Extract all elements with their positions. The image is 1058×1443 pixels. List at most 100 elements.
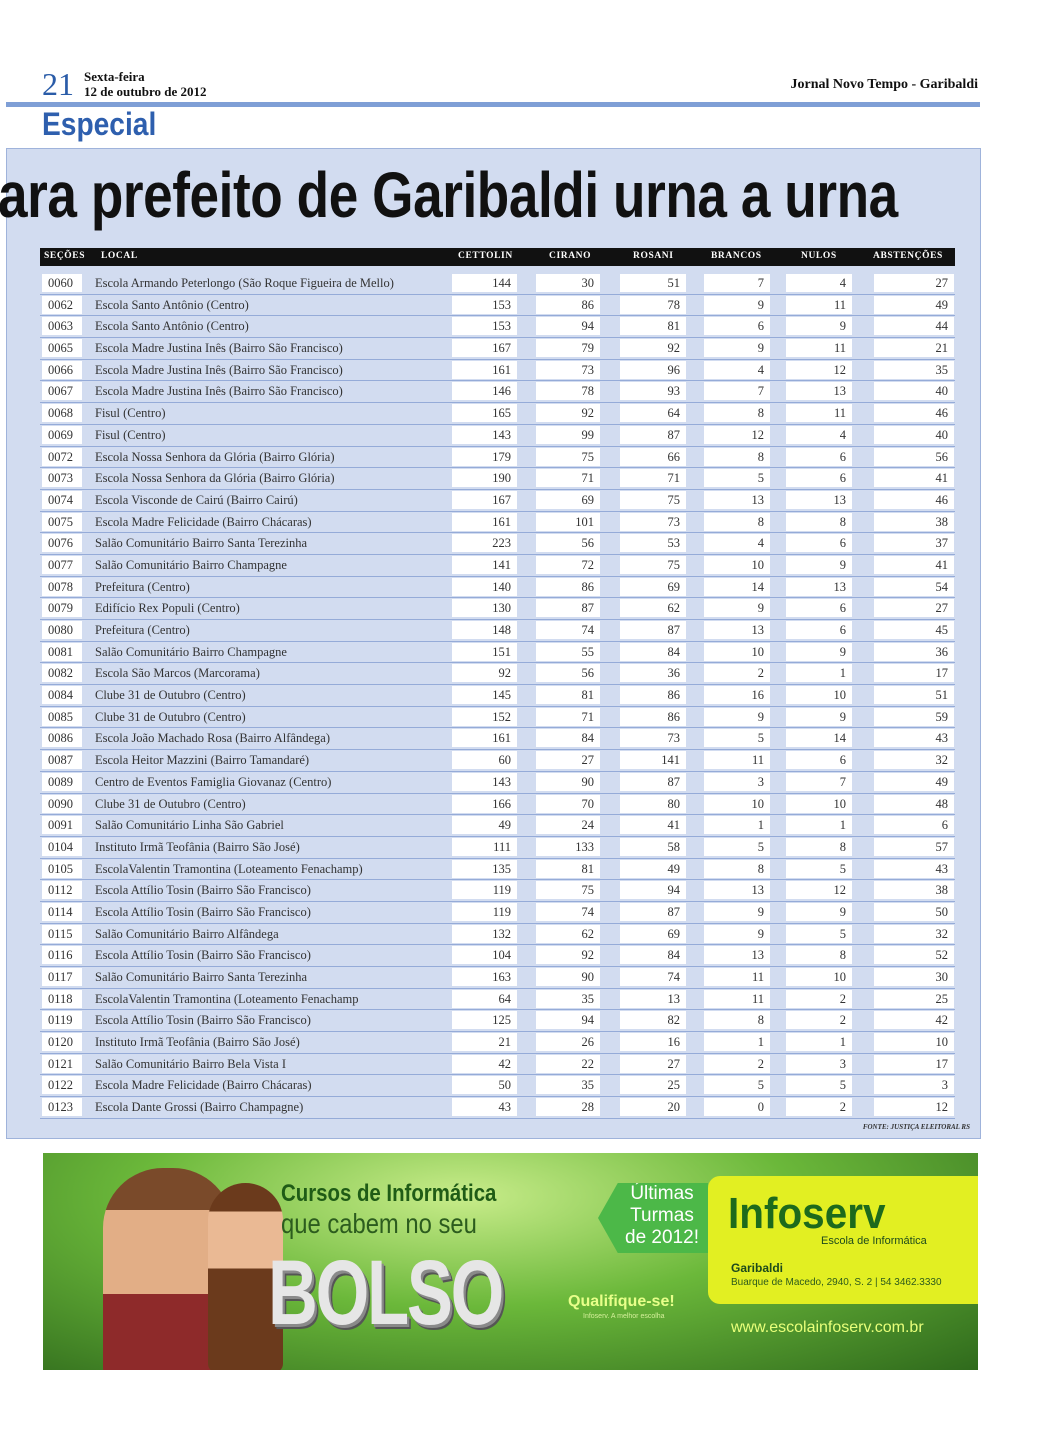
col-brancos: BRANCOS bbox=[711, 251, 762, 261]
cell-nulos: 2 bbox=[786, 1011, 852, 1030]
cell-rosani: 87 bbox=[620, 772, 686, 791]
cell-local: Escola Santo Antônio (Centro) bbox=[95, 319, 249, 334]
cell-abstencoes: 46 bbox=[874, 404, 954, 423]
cell-abstencoes: 38 bbox=[874, 881, 954, 900]
cell-abstencoes: 3 bbox=[874, 1076, 954, 1095]
cell-rosani: 86 bbox=[620, 707, 686, 726]
cell-local: Escola Dante Grossi (Bairro Champagne) bbox=[95, 1100, 304, 1115]
cell-secao: 0087 bbox=[42, 751, 82, 770]
cell-cirano: 28 bbox=[536, 1098, 600, 1117]
cell-local: Salão Comunitário Bairro Bela Vista I bbox=[95, 1056, 286, 1071]
cell-cirano: 72 bbox=[536, 555, 600, 574]
cell-rosani: 75 bbox=[620, 555, 686, 574]
cell-rosani: 94 bbox=[620, 881, 686, 900]
cell-local: Clube 31 de Outubro (Centro) bbox=[95, 709, 246, 724]
cell-rosani: 81 bbox=[620, 317, 686, 336]
cell-nulos: 11 bbox=[786, 295, 852, 314]
cell-cirano: 71 bbox=[536, 469, 600, 488]
table-row: 0104 Instituto Irmã Teofânia (Bairro São … bbox=[40, 837, 955, 859]
cell-secao: 0120 bbox=[42, 1033, 82, 1052]
cell-cettolin: 143 bbox=[452, 772, 517, 791]
cell-cettolin: 49 bbox=[452, 816, 517, 835]
cell-nulos: 10 bbox=[786, 968, 852, 986]
cell-brancos: 13 bbox=[704, 881, 770, 900]
cell-brancos: 9 bbox=[704, 599, 770, 618]
table-row: 0116 Escola Attílio Tosin (Bairro São Fra… bbox=[40, 945, 955, 967]
table-row: 0060 Escola Armando Peterlongo (São Roque… bbox=[40, 273, 955, 295]
cell-abstencoes: 59 bbox=[874, 707, 954, 726]
cell-abstencoes: 12 bbox=[874, 1098, 954, 1117]
cell-nulos: 9 bbox=[786, 642, 852, 661]
cell-brancos: 2 bbox=[704, 664, 770, 683]
cell-nulos: 6 bbox=[786, 447, 852, 466]
cell-cirano: 22 bbox=[536, 1054, 600, 1073]
cell-abstencoes: 30 bbox=[874, 968, 954, 986]
cell-brancos: 9 bbox=[704, 924, 770, 943]
cell-cirano: 56 bbox=[536, 534, 600, 553]
cell-local: Escola São Marcos (Marcorama) bbox=[95, 666, 260, 681]
cell-secao: 0062 bbox=[42, 295, 82, 314]
cell-cettolin: 119 bbox=[452, 902, 517, 921]
cell-local: Salão Comunitário Bairro Champagne bbox=[95, 557, 287, 572]
cell-cirano: 81 bbox=[536, 859, 600, 878]
cell-abstencoes: 51 bbox=[874, 686, 954, 705]
ad-line2: que cabem no seu bbox=[281, 1208, 477, 1239]
weekday: Sexta-feira bbox=[84, 69, 145, 84]
table-row: 0081 Salão Comunitário Bairro Champagne 15… bbox=[40, 642, 955, 664]
cell-local: Escola Heitor Mazzini (Bairro Tamandaré) bbox=[95, 753, 310, 768]
cell-local: Fisul (Centro) bbox=[95, 406, 166, 421]
cell-secao: 0121 bbox=[42, 1054, 82, 1073]
cell-cettolin: 144 bbox=[452, 274, 517, 292]
cell-cirano: 90 bbox=[536, 968, 600, 986]
cell-brancos: 5 bbox=[704, 837, 770, 856]
cell-cettolin: 111 bbox=[452, 837, 517, 856]
cell-rosani: 53 bbox=[620, 534, 686, 553]
cell-secao: 0075 bbox=[42, 512, 82, 531]
cell-rosani: 64 bbox=[620, 404, 686, 423]
cell-rosani: 87 bbox=[620, 902, 686, 921]
cell-brancos: 2 bbox=[704, 1054, 770, 1073]
ad-url[interactable]: www.escolainfoserv.com.br bbox=[731, 1319, 924, 1336]
cell-cettolin: 146 bbox=[452, 382, 517, 401]
cell-abstencoes: 57 bbox=[874, 837, 954, 856]
cell-cettolin: 21 bbox=[452, 1033, 517, 1052]
turmas-line: Turmas bbox=[630, 1205, 694, 1226]
cell-abstencoes: 17 bbox=[874, 664, 954, 683]
cell-nulos: 4 bbox=[786, 425, 852, 444]
cell-cettolin: 135 bbox=[452, 859, 517, 878]
table-row: 0112 Escola Attílio Tosin (Bairro São Fra… bbox=[40, 880, 955, 902]
cell-brancos: 13 bbox=[704, 490, 770, 509]
ad-big-word: BOLSO bbox=[268, 1242, 504, 1344]
cell-rosani: 84 bbox=[620, 946, 686, 965]
cell-cirano: 70 bbox=[536, 794, 600, 813]
cell-local: Escola Attílio Tosin (Bairro São Francis… bbox=[95, 948, 311, 963]
cell-abstencoes: 17 bbox=[874, 1054, 954, 1073]
cell-brancos: 9 bbox=[704, 339, 770, 358]
table-row: 0114 Escola Attílio Tosin (Bairro São Fra… bbox=[40, 902, 955, 924]
cell-cettolin: 151 bbox=[452, 642, 517, 661]
cell-local: Instituto Irmã Teofânia (Bairro São José… bbox=[95, 839, 300, 854]
woman-photo bbox=[208, 1183, 283, 1370]
cell-brancos: 9 bbox=[704, 707, 770, 726]
table-row: 0085 Clube 31 de Outubro (Centro) 152 71 86 9… bbox=[40, 707, 955, 729]
turmas-line: Últimas bbox=[630, 1183, 694, 1204]
cell-abstencoes: 54 bbox=[874, 577, 954, 596]
cell-rosani: 73 bbox=[620, 729, 686, 748]
cell-cirano: 73 bbox=[536, 360, 600, 379]
cell-nulos: 8 bbox=[786, 946, 852, 965]
advertisement-banner[interactable]: Cursos de Informática que cabem no seu B… bbox=[43, 1153, 978, 1370]
cell-nulos: 3 bbox=[786, 1054, 852, 1073]
cell-nulos: 12 bbox=[786, 881, 852, 900]
cell-local: Prefeitura (Centro) bbox=[95, 579, 190, 594]
table-row: 0086 Escola João Machado Rosa (Bairro Alf… bbox=[40, 728, 955, 751]
cell-local: Escola Madre Felicidade (Bairro Chácaras… bbox=[95, 514, 312, 529]
cell-nulos: 6 bbox=[786, 751, 852, 770]
ad-slogan: Qualifique-se! bbox=[568, 1293, 675, 1310]
cell-rosani: 69 bbox=[620, 577, 686, 596]
cell-rosani: 87 bbox=[620, 425, 686, 444]
cell-secao: 0060 bbox=[42, 274, 82, 292]
table-row: 0084 Clube 31 de Outubro (Centro) 145 81 86 1… bbox=[40, 685, 955, 707]
cell-cettolin: 119 bbox=[452, 881, 517, 900]
cell-secao: 0067 bbox=[42, 382, 82, 401]
cell-brancos: 8 bbox=[704, 404, 770, 423]
